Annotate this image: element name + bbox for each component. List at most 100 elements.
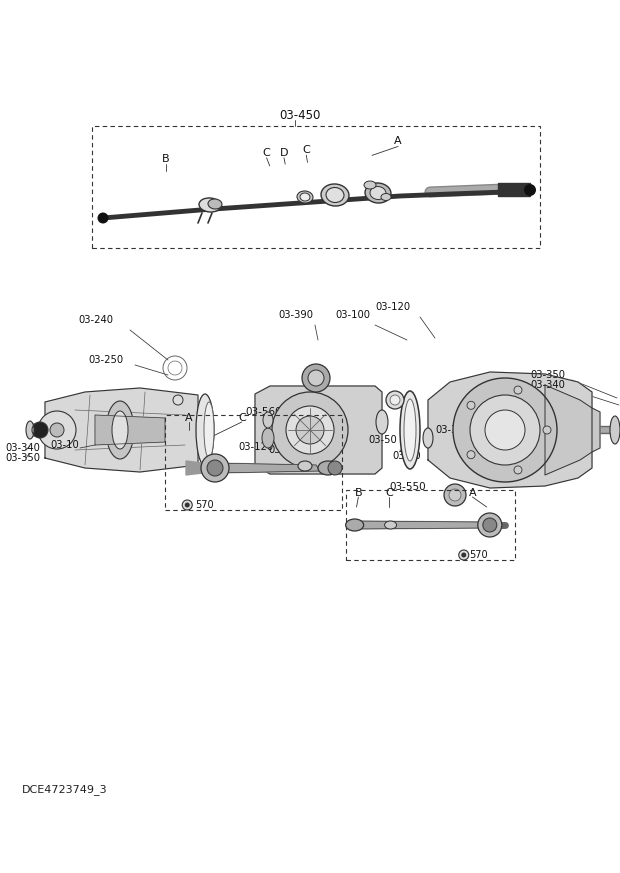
- Circle shape: [50, 423, 64, 437]
- Polygon shape: [255, 386, 382, 474]
- Ellipse shape: [364, 181, 376, 189]
- Text: C: C: [386, 488, 393, 498]
- Circle shape: [27, 424, 39, 436]
- Text: 03-50: 03-50: [368, 435, 397, 445]
- Text: 03-450: 03-450: [279, 109, 321, 121]
- Ellipse shape: [326, 188, 344, 203]
- Text: 03-240: 03-240: [78, 315, 113, 325]
- Circle shape: [543, 426, 551, 434]
- Bar: [346, 490, 515, 560]
- Ellipse shape: [298, 461, 312, 471]
- Text: C: C: [238, 413, 246, 423]
- Ellipse shape: [370, 187, 386, 200]
- Circle shape: [296, 416, 324, 444]
- Text: 570: 570: [195, 500, 214, 510]
- Text: C: C: [303, 145, 310, 155]
- Text: A: A: [185, 413, 193, 423]
- Text: 03-340: 03-340: [530, 380, 565, 390]
- Ellipse shape: [423, 428, 433, 448]
- Circle shape: [185, 503, 190, 507]
- Ellipse shape: [112, 411, 128, 449]
- Polygon shape: [212, 463, 320, 473]
- Circle shape: [32, 422, 48, 438]
- Circle shape: [449, 489, 461, 501]
- Ellipse shape: [196, 394, 214, 466]
- Circle shape: [390, 395, 400, 405]
- Text: 03-250: 03-250: [88, 355, 123, 365]
- Circle shape: [201, 454, 229, 482]
- Text: 03-390: 03-390: [278, 310, 313, 320]
- Circle shape: [514, 466, 522, 474]
- Text: 03-10: 03-10: [490, 410, 519, 420]
- Text: DCE4723749_3: DCE4723749_3: [22, 785, 108, 795]
- Ellipse shape: [365, 183, 391, 203]
- Text: 03-350: 03-350: [530, 370, 565, 380]
- Circle shape: [286, 406, 334, 454]
- Text: 03-30: 03-30: [392, 451, 420, 461]
- Polygon shape: [95, 415, 165, 445]
- Circle shape: [182, 500, 192, 510]
- Circle shape: [453, 378, 557, 482]
- Text: D: D: [280, 148, 288, 158]
- Ellipse shape: [262, 428, 274, 448]
- Circle shape: [328, 461, 342, 475]
- Text: A: A: [469, 488, 476, 498]
- Circle shape: [272, 392, 348, 468]
- Circle shape: [459, 550, 469, 560]
- Polygon shape: [45, 388, 198, 472]
- Circle shape: [386, 391, 404, 409]
- Ellipse shape: [404, 399, 416, 461]
- Ellipse shape: [297, 191, 313, 203]
- Polygon shape: [348, 521, 484, 529]
- Text: 03-390: 03-390: [435, 425, 470, 435]
- Text: 03-120: 03-120: [375, 302, 410, 312]
- Circle shape: [97, 212, 108, 223]
- Ellipse shape: [300, 193, 310, 201]
- Ellipse shape: [610, 416, 620, 444]
- Circle shape: [461, 553, 466, 558]
- Text: A: A: [394, 136, 402, 147]
- Circle shape: [467, 402, 475, 409]
- Ellipse shape: [400, 391, 420, 469]
- Circle shape: [514, 386, 522, 394]
- Text: 03-120: 03-120: [238, 442, 273, 452]
- Ellipse shape: [208, 199, 222, 209]
- Polygon shape: [186, 461, 202, 475]
- Text: 570: 570: [469, 550, 488, 560]
- Text: 03-340: 03-340: [5, 443, 40, 453]
- Circle shape: [173, 395, 183, 405]
- Text: 03-100: 03-100: [285, 437, 320, 447]
- Ellipse shape: [199, 198, 221, 212]
- Ellipse shape: [26, 421, 34, 439]
- Text: 03-10: 03-10: [50, 440, 79, 450]
- Ellipse shape: [376, 410, 388, 434]
- Text: 03-50: 03-50: [268, 445, 297, 455]
- Circle shape: [38, 411, 76, 449]
- Text: B: B: [355, 488, 362, 498]
- Text: B: B: [162, 154, 170, 164]
- Text: 03-350: 03-350: [5, 453, 40, 463]
- Ellipse shape: [321, 184, 349, 206]
- Text: C: C: [263, 148, 270, 158]
- Ellipse shape: [384, 521, 397, 529]
- Text: 03-100: 03-100: [335, 310, 370, 320]
- Circle shape: [470, 395, 540, 465]
- Bar: [165, 415, 342, 510]
- Text: B: B: [280, 413, 288, 423]
- Ellipse shape: [106, 401, 134, 459]
- Circle shape: [467, 450, 475, 458]
- Polygon shape: [545, 385, 600, 475]
- Bar: [92, 126, 540, 248]
- Circle shape: [478, 513, 502, 537]
- Circle shape: [207, 460, 223, 476]
- Circle shape: [308, 370, 324, 386]
- Text: 03-550: 03-550: [389, 482, 426, 492]
- Polygon shape: [428, 372, 592, 488]
- Polygon shape: [498, 183, 530, 196]
- Ellipse shape: [204, 402, 214, 458]
- Circle shape: [302, 364, 330, 392]
- Circle shape: [444, 484, 466, 506]
- Ellipse shape: [263, 412, 273, 428]
- Circle shape: [485, 410, 525, 450]
- Circle shape: [483, 518, 497, 532]
